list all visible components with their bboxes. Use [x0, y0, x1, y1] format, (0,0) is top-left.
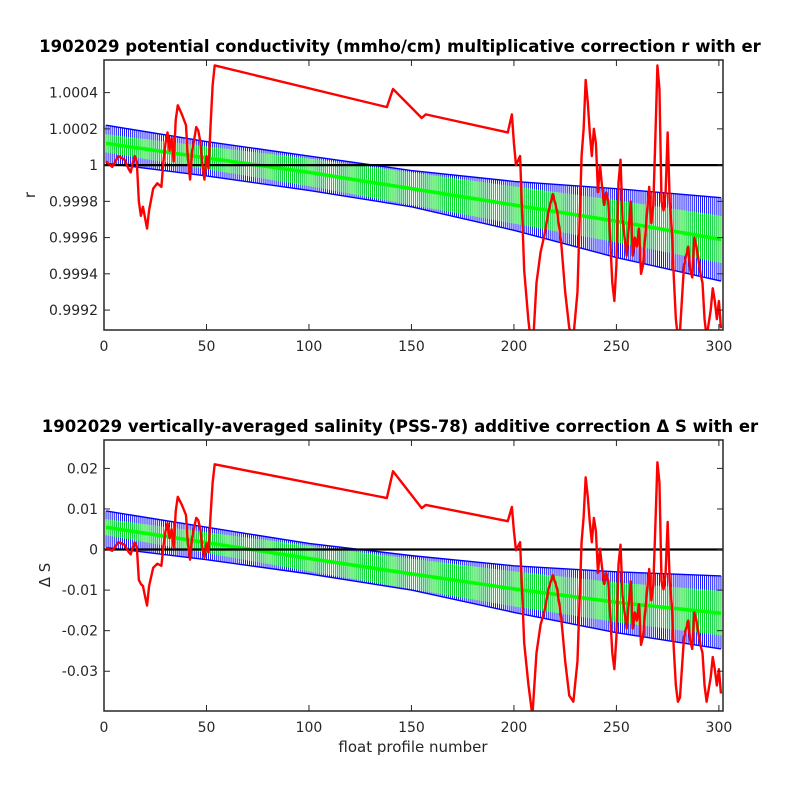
x-tick-label: 250 — [603, 720, 630, 736]
x-axis-label-ds: float profile number — [338, 738, 488, 756]
chart-title-conductivity: 1902029 potential conductivity (mmho/cm)… — [39, 37, 761, 56]
x-tick-label: 50 — [198, 339, 216, 355]
y-tick-label: 0 — [89, 543, 98, 559]
y-tick-label: -0.03 — [62, 664, 98, 680]
conductivity-correction-panel: 1902029 potential conductivity (mmho/cm)… — [21, 37, 762, 355]
x-tick-label: 100 — [296, 720, 323, 736]
plot-area-frame-ds — [103, 439, 724, 712]
x-tick-label: 100 — [296, 339, 323, 355]
x-tick-label: 200 — [501, 720, 528, 736]
x-axis-ds: 0 50 100 150 200 250 300 — [100, 440, 733, 736]
y-axis-label-r: r — [21, 191, 39, 198]
y-axis-ds: -0.03 -0.02 -0.01 0 0.01 0.02 — [62, 461, 723, 680]
chart-title-salinity: 1902029 vertically-averaged salinity (PS… — [42, 417, 759, 436]
y-axis-r: 0.9992 0.9994 0.9996 0.9998 1 1.0002 1.0004 — [49, 86, 723, 319]
x-tick-label: 0 — [100, 720, 109, 736]
x-tick-label: 150 — [398, 339, 425, 355]
x-tick-label: 250 — [603, 339, 630, 355]
x-tick-label: 200 — [501, 339, 528, 355]
y-tick-label: 0.01 — [67, 502, 98, 518]
y-tick-label: -0.02 — [62, 624, 98, 640]
x-tick-label: 300 — [706, 720, 733, 736]
y-axis-label-ds: Δ S — [36, 563, 54, 588]
y-tick-label: 0.02 — [67, 461, 98, 477]
x-tick-label: 300 — [706, 339, 733, 355]
y-tick-label: 1.0004 — [49, 86, 98, 102]
y-tick-label: 1.0002 — [49, 122, 98, 138]
x-axis-r: 0 50 100 150 200 250 300 — [100, 60, 733, 355]
x-tick-label: 0 — [100, 339, 109, 355]
y-tick-label: 0.9992 — [49, 303, 98, 319]
y-tick-label: -0.01 — [62, 583, 98, 599]
error-band-upper-edge — [105, 124, 722, 199]
x-tick-label: 50 — [198, 720, 216, 736]
y-tick-label: 0.9994 — [49, 267, 98, 283]
y-tick-label: 0.9996 — [49, 231, 98, 247]
profile-correction-line-ds — [105, 461, 723, 711]
y-tick-label: 1 — [89, 158, 98, 174]
y-tick-label: 0.9998 — [49, 194, 98, 210]
plot-area-frame-r — [103, 59, 724, 331]
error-band-upper-edge — [105, 510, 721, 577]
profile-correction-line-r — [105, 64, 723, 330]
x-tick-label: 150 — [398, 720, 425, 736]
salinity-correction-panel: 1902029 vertically-averaged salinity (PS… — [36, 417, 759, 756]
